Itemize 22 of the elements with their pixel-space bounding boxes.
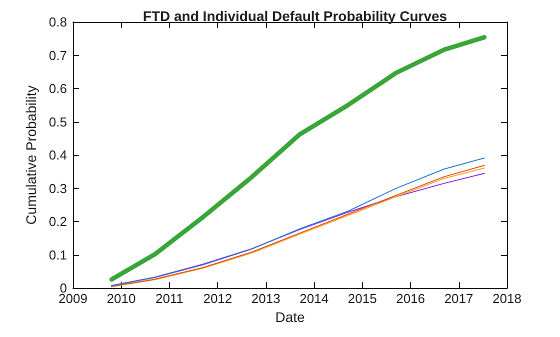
x-tick-label: 2015 [348,291,377,306]
y-tick-label: 0.7 [48,48,67,63]
x-tick-label: 2012 [203,291,232,306]
x-tick-label: 2017 [444,291,474,306]
y-tick-label: 0.1 [48,247,67,262]
x-tick-label: 2010 [106,291,136,306]
y-tick-label: 0.3 [48,180,67,196]
x-tick-label: 2014 [300,291,329,306]
y-tick-label: 0.6 [48,81,67,96]
chart-title: FTD and Individual Default Probability Curves [142,8,448,24]
y-tick-label: 0.2 [48,214,67,230]
y-axis-title: Cumulative Probability [23,85,40,225]
y-tick-label: 0.5 [48,114,67,130]
y-tick-label: 0.4 [48,148,67,163]
x-tick-label: 2016 [396,291,426,306]
x-axis-title: Date [275,309,305,325]
x-tick-label: 2018 [492,291,522,306]
x-tick-label: 2009 [58,291,88,306]
x-tick-label: 2013 [251,291,280,306]
line-series [109,35,487,282]
x-tick-label: 2011 [155,291,184,306]
y-tick-label: 0.8 [48,14,67,30]
